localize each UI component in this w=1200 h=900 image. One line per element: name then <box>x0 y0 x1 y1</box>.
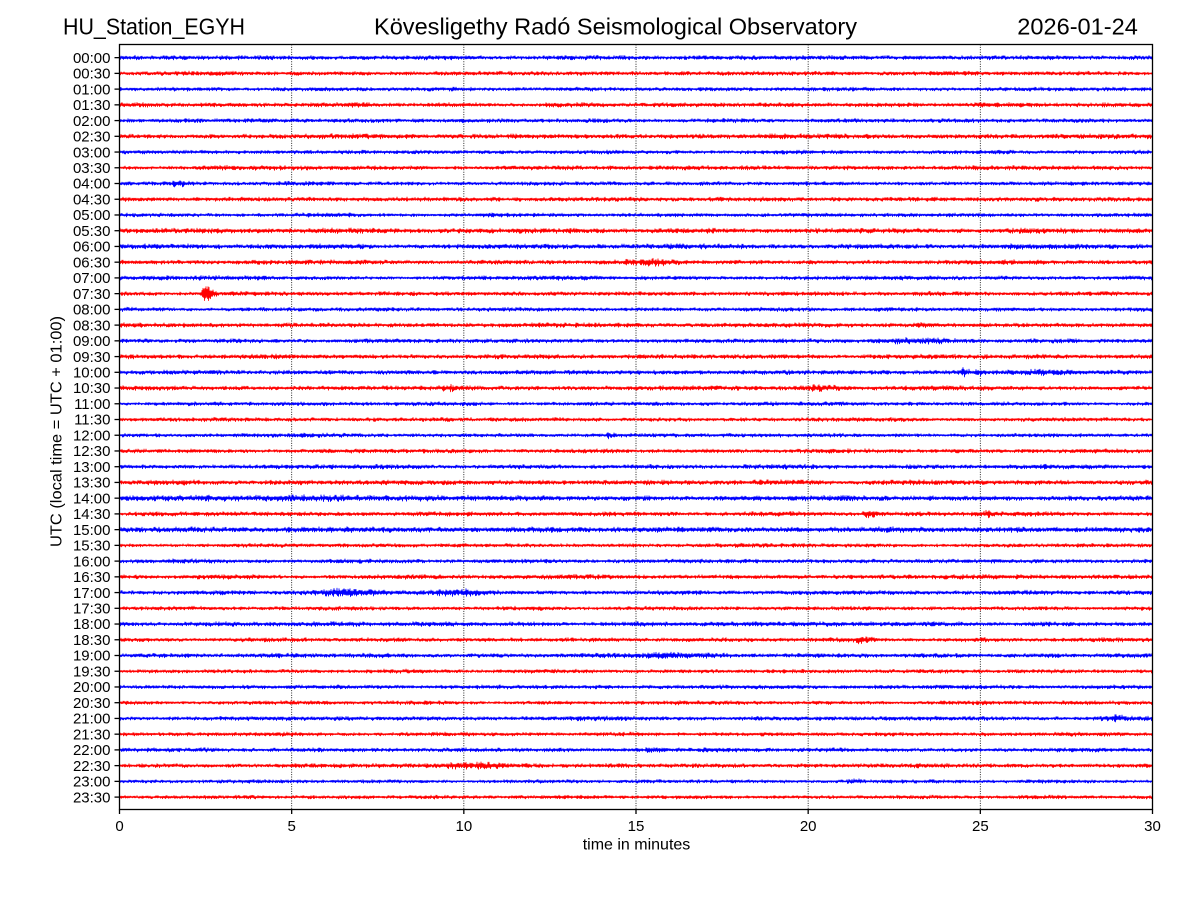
svg-text:02:00: 02:00 <box>73 113 111 130</box>
svg-text:00:00: 00:00 <box>73 50 111 67</box>
svg-text:01:00: 01:00 <box>73 81 111 98</box>
svg-text:10:00: 10:00 <box>73 365 111 382</box>
svg-text:00:30: 00:30 <box>73 66 111 83</box>
svg-text:19:30: 19:30 <box>73 663 111 680</box>
svg-text:Kövesligethy Radó Seismologica: Kövesligethy Radó Seismological Observat… <box>374 14 858 40</box>
svg-text:14:30: 14:30 <box>73 506 111 523</box>
svg-text:16:00: 16:00 <box>73 553 111 570</box>
svg-text:09:30: 09:30 <box>73 349 111 366</box>
svg-text:16:30: 16:30 <box>73 569 111 586</box>
svg-text:UTC (local time = UTC + 01:00): UTC (local time = UTC + 01:00) <box>49 316 66 547</box>
svg-text:11:30: 11:30 <box>74 412 110 429</box>
svg-text:HU_Station_EGYH: HU_Station_EGYH <box>63 14 245 40</box>
svg-text:13:00: 13:00 <box>73 459 111 476</box>
svg-text:17:00: 17:00 <box>73 585 111 602</box>
svg-text:10:30: 10:30 <box>73 380 111 397</box>
svg-text:21:30: 21:30 <box>73 726 111 743</box>
svg-text:02:30: 02:30 <box>73 129 111 146</box>
svg-text:20:30: 20:30 <box>73 695 111 712</box>
svg-text:09:00: 09:00 <box>73 333 111 350</box>
svg-text:0: 0 <box>115 818 123 835</box>
svg-text:15: 15 <box>628 818 645 835</box>
svg-text:5: 5 <box>287 818 295 835</box>
svg-text:21:00: 21:00 <box>73 711 111 728</box>
svg-text:2026-01-24: 2026-01-24 <box>1017 14 1138 40</box>
svg-text:30: 30 <box>1144 818 1161 835</box>
svg-text:18:30: 18:30 <box>73 632 111 649</box>
svg-text:22:30: 22:30 <box>73 758 111 775</box>
svg-text:14:00: 14:00 <box>73 490 111 507</box>
svg-text:08:00: 08:00 <box>73 302 111 319</box>
svg-text:05:00: 05:00 <box>73 207 111 224</box>
svg-text:11:00: 11:00 <box>74 396 110 413</box>
svg-text:18:00: 18:00 <box>73 616 111 633</box>
svg-text:04:00: 04:00 <box>73 176 111 193</box>
svg-text:15:00: 15:00 <box>73 522 111 539</box>
svg-text:25: 25 <box>972 818 989 835</box>
svg-text:07:30: 07:30 <box>73 286 111 303</box>
svg-text:19:00: 19:00 <box>73 648 111 665</box>
svg-text:03:30: 03:30 <box>73 160 111 177</box>
svg-text:12:00: 12:00 <box>73 427 111 444</box>
svg-text:12:30: 12:30 <box>73 443 111 460</box>
svg-text:15:30: 15:30 <box>73 538 111 555</box>
svg-text:08:30: 08:30 <box>73 317 111 334</box>
svg-text:05:30: 05:30 <box>73 223 111 240</box>
svg-text:13:30: 13:30 <box>73 475 111 492</box>
svg-text:01:30: 01:30 <box>73 97 111 114</box>
svg-text:06:30: 06:30 <box>73 254 111 271</box>
svg-text:04:30: 04:30 <box>73 191 111 208</box>
svg-text:20: 20 <box>800 818 817 835</box>
svg-text:23:00: 23:00 <box>73 774 111 791</box>
svg-text:22:00: 22:00 <box>73 742 111 759</box>
svg-text:06:00: 06:00 <box>73 239 111 256</box>
svg-text:07:00: 07:00 <box>73 270 111 287</box>
svg-text:time in minutes: time in minutes <box>583 837 691 854</box>
svg-text:10: 10 <box>455 818 472 835</box>
svg-text:23:30: 23:30 <box>73 789 111 806</box>
svg-text:20:00: 20:00 <box>73 679 111 696</box>
svg-text:03:00: 03:00 <box>73 144 111 161</box>
svg-text:17:30: 17:30 <box>73 601 111 618</box>
